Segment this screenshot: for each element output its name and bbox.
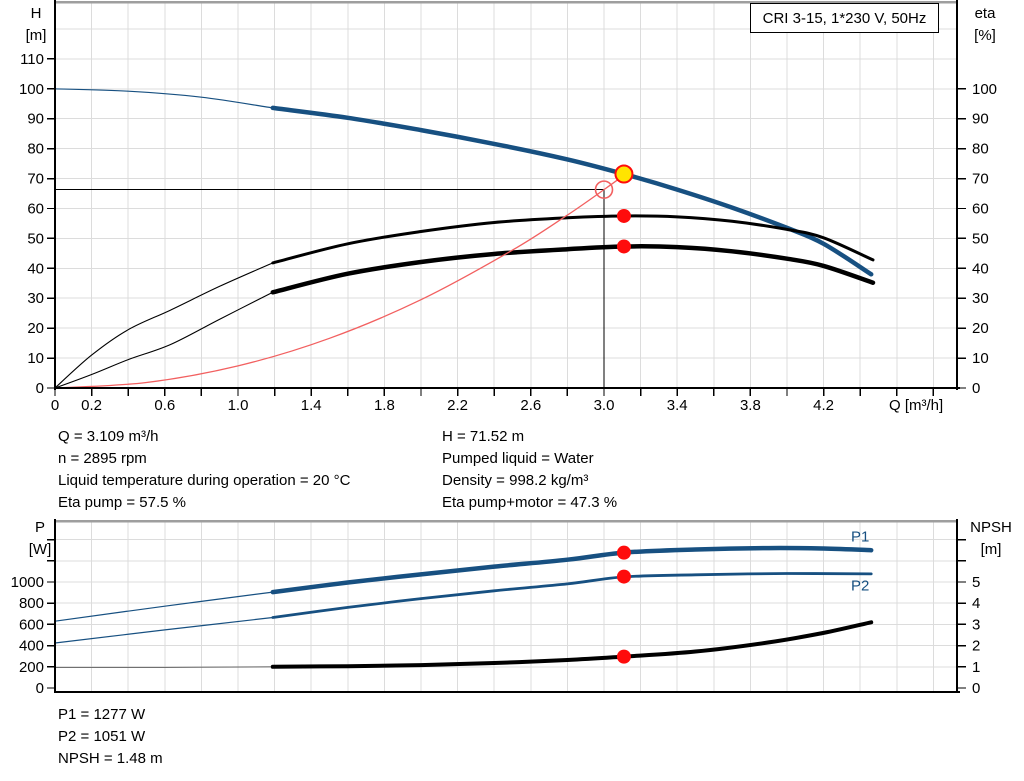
x-tick-label: 1.4 [301,397,322,414]
p2-curve-thin [54,616,274,644]
p2-marker [616,569,631,584]
result-p2: P2 = 1051 W [58,728,146,745]
y-left-axis-unit: [m] [26,27,47,44]
y-right-tick-label: 3 [972,616,980,633]
p2-label: P2 [851,578,869,595]
y-left-tick-label: 400 [19,638,44,655]
y-left-tick-label: 60 [27,200,44,217]
x-tick-label: 1.0 [228,397,249,414]
pump-title: CRI 3-15, 1*230 V, 50Hz [762,9,927,27]
npsh-curve [270,620,874,669]
p1-marker [616,545,631,560]
y-right-tick-label: 90 [972,111,989,128]
y-left-tick-label: 800 [19,595,44,612]
x-axis-unit: Q [m³/h] [889,397,943,414]
p1-curve [270,545,874,595]
y-left-tick-label: 40 [27,260,44,277]
y-left-tick-label: 10 [27,350,44,367]
y-left-tick-label: 110 [20,51,44,68]
operating-conditions-left: Q = 3.109 m³/h n = 2895 rpm Liquid tempe… [58,426,350,514]
operating-conditions-right: H = 71.52 m Pumped liquid = Water Densit… [442,426,617,514]
y-right-tick-label: 60 [972,200,989,217]
condition-speed: n = 2895 rpm [58,450,147,467]
y-left-tick-label: 0 [36,380,44,397]
x-tick-label: 4.2 [813,397,834,414]
y-left-tick-label: 20 [27,320,44,337]
npsh-marker [616,649,631,664]
x-tick-label: 3.0 [594,397,615,414]
condition-eta-pump-motor: Eta pump+motor = 47.3 % [442,494,618,511]
y-right-tick-label: 70 [972,171,989,188]
npsh-curve-thin [54,666,274,668]
y-left-tick-label: 1000 [11,574,44,591]
y-right-tick-label: 50 [972,230,989,247]
eta-pump-curve-thin [54,262,274,389]
y-left-tick-label: 50 [27,230,44,247]
y-right-axis-unit: [m] [981,541,1002,558]
y-left-tick-label: 200 [19,659,44,676]
y-right-tick-label: 4 [972,595,980,612]
condition-temperature: Liquid temperature during operation = 20… [58,472,351,489]
condition-head: H = 71.52 m [442,428,525,445]
system-curve [54,174,625,389]
condition-flow: Q = 3.109 m³/h [58,428,159,445]
x-tick-label: 2.2 [447,397,468,414]
y-right-axis-unit: eta [975,5,997,22]
y-right-tick-label: 100 [972,81,997,98]
y-left-tick-label: 70 [27,171,44,188]
pump-title-box: CRI 3-15, 1*230 V, 50Hz [750,3,939,33]
eta-pump-motor-marker [616,239,631,254]
y-left-tick-label: 100 [19,81,44,98]
eta-pump-motor-curve-thin [54,291,274,389]
y-right-tick-label: 40 [972,260,989,277]
y-left-tick-label: 0 [36,680,44,697]
y-right-tick-label: 5 [972,574,980,591]
x-tick-label: 3.8 [740,397,761,414]
y-right-tick-label: 0 [972,680,980,697]
condition-liquid: Pumped liquid = Water [442,450,594,467]
y-left-tick-label: 90 [27,111,44,128]
p2-curve [271,572,873,619]
x-tick-label: 3.4 [667,397,688,414]
eta-pump-marker [616,208,631,223]
result-npsh: NPSH = 1.48 m [58,750,163,767]
y-left-tick-label: 80 [27,141,44,158]
p1-label: P1 [851,528,869,545]
y-right-tick-label: 20 [972,320,989,337]
y-right-axis-unit: [%] [974,27,996,44]
requested-duty-marker [594,180,614,199]
y-left-axis-unit: H [31,5,42,22]
y-left-tick-label: 30 [27,290,44,307]
y-right-tick-label: 30 [972,290,989,307]
y-right-tick-label: 1 [972,659,980,676]
y-right-tick-label: 0 [972,380,980,397]
y-right-axis-unit: NPSH [970,519,1012,536]
y-left-axis-unit: [W] [29,541,52,558]
x-tick-label: 0 [51,397,59,414]
y-right-tick-label: 80 [972,141,989,158]
x-tick-label: 1.8 [374,397,395,414]
y-left-tick-label: 600 [19,616,44,633]
y-left-axis-unit: P [35,519,45,536]
condition-eta-pump: Eta pump = 57.5 % [58,494,186,511]
condition-density: Density = 998.2 kg/m³ [442,472,589,489]
head-curve-thin [54,88,274,109]
p1-curve-thin [54,591,274,622]
x-tick-label: 0.2 [81,397,102,414]
x-tick-label: 0.6 [154,397,175,414]
x-tick-label: 2.6 [520,397,541,414]
y-right-tick-label: 10 [972,350,989,367]
y-right-tick-label: 2 [972,638,980,655]
result-values: P1 = 1277 W P2 = 1051 W NPSH = 1.48 m [58,704,163,770]
result-p1: P1 = 1277 W [58,706,146,723]
duty-point-marker[interactable] [614,164,634,184]
